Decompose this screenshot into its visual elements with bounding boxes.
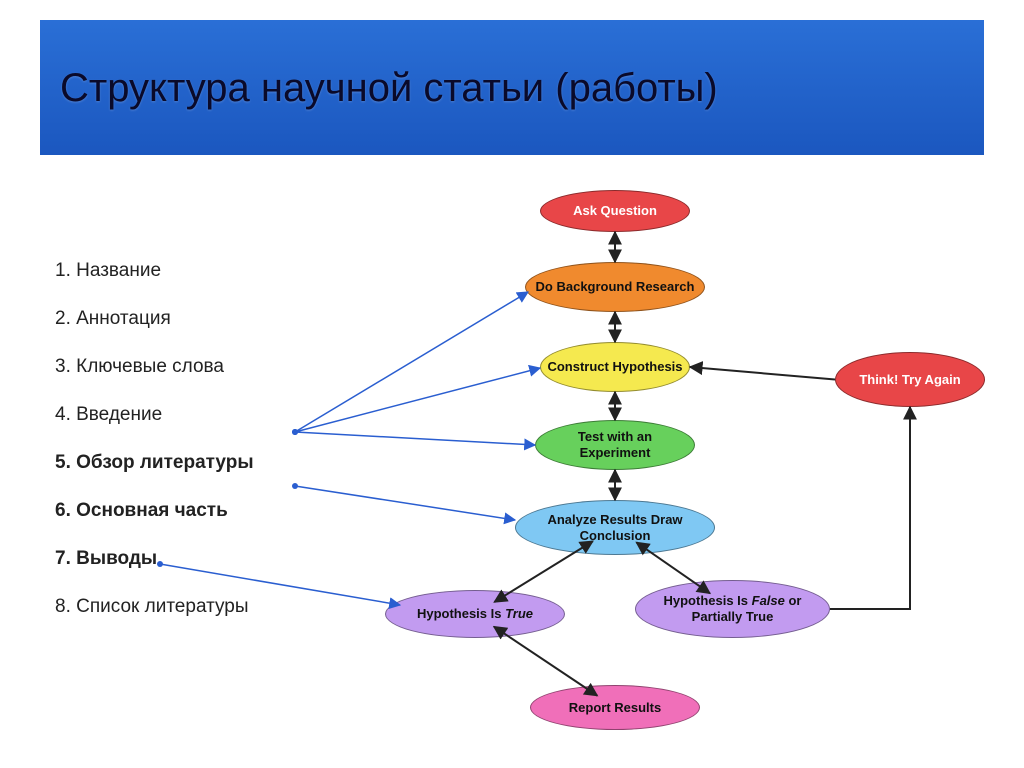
flow-node-report: Report Results bbox=[530, 685, 700, 730]
flow-node-think: Think! Try Again bbox=[835, 352, 985, 407]
flow-node-hypothesis: Construct Hypothesis bbox=[540, 342, 690, 392]
flow-diagram: Ask Question Do Background Research Constr… bbox=[0, 0, 1024, 768]
flow-node-test: Test with an Experiment bbox=[535, 420, 695, 470]
flow-node-true: Hypothesis Is True bbox=[385, 590, 565, 638]
flow-node-ask: Ask Question bbox=[540, 190, 690, 232]
flow-node-analyze: Analyze Results Draw Conclusion bbox=[515, 500, 715, 555]
flow-node-background: Do Background Research bbox=[525, 262, 705, 312]
flow-node-false: Hypothesis Is False or Partially True bbox=[635, 580, 830, 638]
slide: Структура научной статьи (работы) 1. Наз… bbox=[0, 0, 1024, 768]
